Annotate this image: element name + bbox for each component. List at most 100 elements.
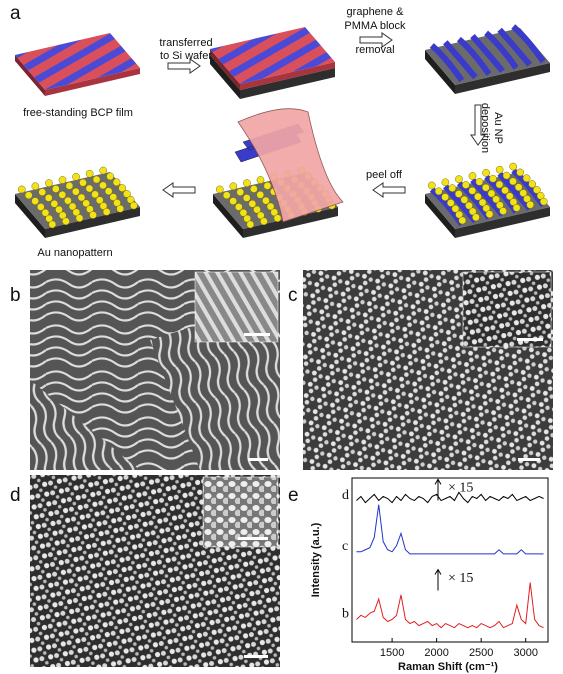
sem-inset [203, 477, 278, 547]
au-nanoparticle [78, 194, 85, 201]
au-nanoparticle [435, 188, 442, 195]
au-nanoparticle [503, 172, 510, 179]
page: a transferredto Si wafer graphene &PMMA … [0, 0, 563, 674]
au-nanoparticle [501, 187, 508, 194]
panel-label: e [288, 485, 299, 506]
au-nanoparticle [527, 201, 534, 208]
au-nanoparticle [243, 180, 250, 187]
au-nanoparticle [243, 194, 250, 201]
au-nanoparticle [510, 163, 517, 170]
au-nanoparticle [91, 191, 98, 198]
x-tick-label: 3000 [513, 647, 537, 659]
y-axis-label: Intensity (a.u.) [310, 522, 322, 597]
schematic-block [15, 167, 140, 238]
panel-label: b [10, 285, 21, 306]
au-nanoparticle [79, 179, 86, 186]
au-nanoparticle [461, 196, 468, 203]
au-nanoparticle [105, 188, 112, 195]
au-nanoparticle [230, 197, 237, 204]
scale-bar [244, 655, 268, 658]
au-nanoparticle [37, 203, 44, 210]
au-nanoparticle [247, 221, 254, 228]
au-nanoparticle [509, 178, 516, 185]
schematic-block [425, 163, 550, 238]
au-nanoparticle [89, 211, 96, 218]
au-nanoparticle [459, 217, 466, 224]
schematic [15, 27, 550, 238]
au-nanoparticle [130, 202, 137, 209]
au-nanoparticle [59, 176, 66, 183]
au-nanoparticle [257, 176, 264, 183]
au-nanoparticle [107, 173, 114, 180]
au-nanoparticle [39, 189, 46, 196]
au-nanoparticle [235, 203, 242, 210]
au-nanoparticle [257, 191, 264, 198]
au-nanoparticle [249, 200, 256, 207]
au-nanoparticle [496, 166, 503, 173]
au-nanoparticle [472, 214, 479, 221]
schematic-block [210, 27, 335, 99]
au-nanoparticle [262, 197, 269, 204]
au-nanoparticle [462, 181, 469, 188]
au-nanoparticle [45, 180, 52, 187]
au-nanoparticle [517, 169, 524, 176]
spectrum [356, 505, 543, 554]
au-nanoparticle [447, 199, 454, 206]
au-nanoparticle [449, 185, 456, 192]
au-nanoparticle [62, 218, 69, 225]
au-nanoparticle [442, 179, 449, 186]
au-nanoparticle [99, 182, 106, 189]
annotation: × 15 [448, 571, 473, 586]
schematic-block [213, 109, 343, 238]
series-label: b [342, 607, 349, 622]
scale-bar [248, 458, 268, 461]
au-nanoparticle [540, 198, 547, 205]
sem-inset [195, 272, 278, 342]
step-text: Au NPdeposition [479, 103, 504, 153]
au-nanoparticle [100, 167, 107, 174]
au-nanoparticle [474, 193, 481, 200]
scale-bar [244, 333, 270, 336]
au-nanoparticle [469, 187, 476, 194]
scale-bar [238, 537, 268, 540]
au-nanoparticle [49, 221, 56, 228]
au-nanoparticle [455, 190, 462, 197]
au-nanoparticle [482, 169, 489, 176]
au-nanoparticle [486, 211, 493, 218]
au-nanoparticle [72, 173, 79, 180]
au-nanoparticle [237, 189, 244, 196]
step-text: transferredto Si wafer [159, 37, 212, 62]
au-nanoparticle [496, 181, 503, 188]
schematic-block [425, 27, 550, 94]
au-nanoparticle [45, 194, 52, 201]
x-tick-label: 2000 [424, 647, 448, 659]
series-label: d [342, 488, 349, 503]
au-nanoparticle [25, 192, 32, 199]
au-nanoparticle [86, 185, 93, 192]
au-nanoparticle [117, 205, 124, 212]
au-nanoparticle [32, 183, 39, 190]
au-nanoparticle [51, 200, 58, 207]
annotation: × 15 [448, 481, 473, 496]
panel-label: d [10, 485, 21, 506]
au-nanoparticle [86, 170, 93, 177]
au-nanoparticle [113, 179, 120, 186]
series-label: c [342, 539, 348, 554]
caption: Au nanopattern [37, 247, 112, 259]
au-nanoparticle [499, 207, 506, 214]
schematic-block [15, 33, 140, 96]
au-nanoparticle [513, 204, 520, 211]
x-axis-label: Raman Shift (cm⁻¹) [398, 661, 498, 673]
au-nanoparticle [515, 184, 522, 191]
au-nanoparticle [76, 215, 83, 222]
au-nanoparticle [52, 185, 59, 192]
scale-bar [517, 338, 543, 341]
au-nanoparticle [18, 186, 25, 193]
au-nanoparticle [428, 182, 435, 189]
au-nanoparticle [482, 184, 489, 191]
au-nanoparticle [103, 208, 110, 215]
step-text: peel off [366, 169, 403, 181]
au-nanoparticle [119, 184, 126, 191]
spectrum [356, 583, 543, 628]
